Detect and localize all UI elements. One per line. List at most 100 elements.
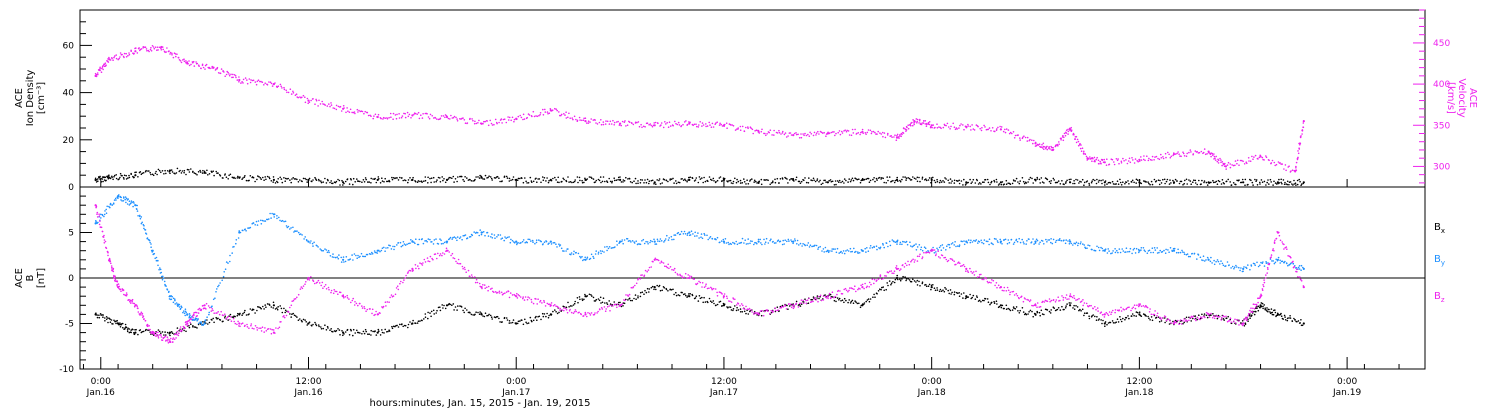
top-point xyxy=(136,52,139,54)
bottom-point xyxy=(121,200,123,202)
top-point xyxy=(896,135,898,137)
bottom-point xyxy=(148,328,150,331)
bottom-point xyxy=(678,294,681,297)
top-point xyxy=(188,60,190,62)
top-point xyxy=(489,119,492,122)
top-point xyxy=(1052,146,1054,149)
bottom-point xyxy=(373,250,376,252)
bottom-point xyxy=(496,236,498,238)
bottom-point xyxy=(463,311,466,314)
bottom-point xyxy=(136,208,138,210)
bottom-point xyxy=(819,296,821,298)
top-point xyxy=(1078,182,1080,184)
bottom-point xyxy=(1272,260,1274,262)
bottom-point xyxy=(263,331,266,333)
top-point xyxy=(1254,178,1256,181)
top-point xyxy=(380,117,382,120)
top-point xyxy=(838,130,841,132)
top-point xyxy=(689,176,691,178)
bottom-point xyxy=(658,240,661,243)
top-point xyxy=(111,57,113,60)
bottom-point xyxy=(579,255,581,258)
bottom-point xyxy=(1213,259,1215,262)
bottom-point xyxy=(1140,247,1143,249)
bottom-point xyxy=(660,240,663,242)
bottom-point xyxy=(184,314,186,317)
bottom-point xyxy=(1051,242,1054,245)
bottom-point xyxy=(229,313,232,316)
top-point xyxy=(971,181,973,183)
bottom-point xyxy=(425,239,428,242)
bottom-point xyxy=(336,256,339,258)
top-left-ylabel-line3: [cm⁻³] xyxy=(36,82,47,114)
bottom-point xyxy=(460,306,463,308)
bottom-point xyxy=(1226,261,1229,263)
top-point xyxy=(881,131,884,134)
bottom-point xyxy=(958,295,961,298)
top-point xyxy=(449,118,451,120)
top-point xyxy=(512,176,515,178)
bottom-point xyxy=(1202,255,1205,257)
bottom-point xyxy=(552,310,554,313)
bottom-point xyxy=(794,239,796,242)
bottom-point xyxy=(510,322,512,324)
top-point xyxy=(1005,128,1008,130)
bottom-point xyxy=(1172,320,1174,323)
top-point xyxy=(1179,180,1182,183)
bottom-point xyxy=(685,294,687,297)
bottom-point xyxy=(765,237,768,240)
top-point xyxy=(594,181,597,183)
bottom-point xyxy=(608,300,610,302)
top-point xyxy=(691,177,694,179)
top-point xyxy=(1296,179,1299,182)
top-point xyxy=(1067,128,1069,131)
top-point xyxy=(725,122,728,124)
bottom-point xyxy=(131,298,134,301)
top-point xyxy=(557,176,559,179)
bottom-point xyxy=(439,238,441,240)
top-point xyxy=(1067,133,1069,135)
bottom-point xyxy=(1151,319,1154,322)
bottom-point xyxy=(1228,264,1230,266)
top-point xyxy=(249,175,252,177)
top-point xyxy=(413,113,415,116)
bottom-point xyxy=(980,239,982,242)
bottom-point xyxy=(806,244,808,246)
top-point xyxy=(1111,180,1114,183)
top-point xyxy=(264,82,267,84)
bottom-point xyxy=(1120,320,1123,323)
bottom-point xyxy=(292,312,295,315)
top-point xyxy=(180,172,183,174)
top-point xyxy=(940,181,943,183)
top-point xyxy=(639,182,642,184)
bottom-point xyxy=(1281,260,1284,263)
bottom-point xyxy=(894,241,897,243)
bottom-point xyxy=(491,287,493,290)
top-point xyxy=(435,180,438,183)
top-data-point xyxy=(1034,142,1037,145)
top-point xyxy=(183,171,185,174)
top-point xyxy=(821,132,824,134)
bottom-point xyxy=(1025,243,1027,245)
top-point xyxy=(592,119,595,121)
top-point xyxy=(605,120,607,122)
top-point xyxy=(640,123,642,126)
top-point xyxy=(1127,180,1129,182)
bottom-point xyxy=(831,296,834,298)
bottom-point xyxy=(728,306,730,308)
top-point xyxy=(127,177,129,179)
bottom-point xyxy=(160,271,163,274)
bottom-point xyxy=(401,323,403,325)
bottom-point xyxy=(260,219,262,222)
top-point xyxy=(1048,146,1050,148)
top-data-point xyxy=(1103,161,1106,164)
bottom-point xyxy=(786,240,788,243)
bottom-point xyxy=(1296,320,1298,323)
bottom-data-point xyxy=(861,304,864,307)
bottom-point xyxy=(698,237,700,239)
top-point xyxy=(864,132,867,134)
top-point xyxy=(622,179,625,181)
bottom-point xyxy=(308,279,311,281)
bottom-point xyxy=(139,214,141,217)
bottom-point xyxy=(452,257,455,259)
